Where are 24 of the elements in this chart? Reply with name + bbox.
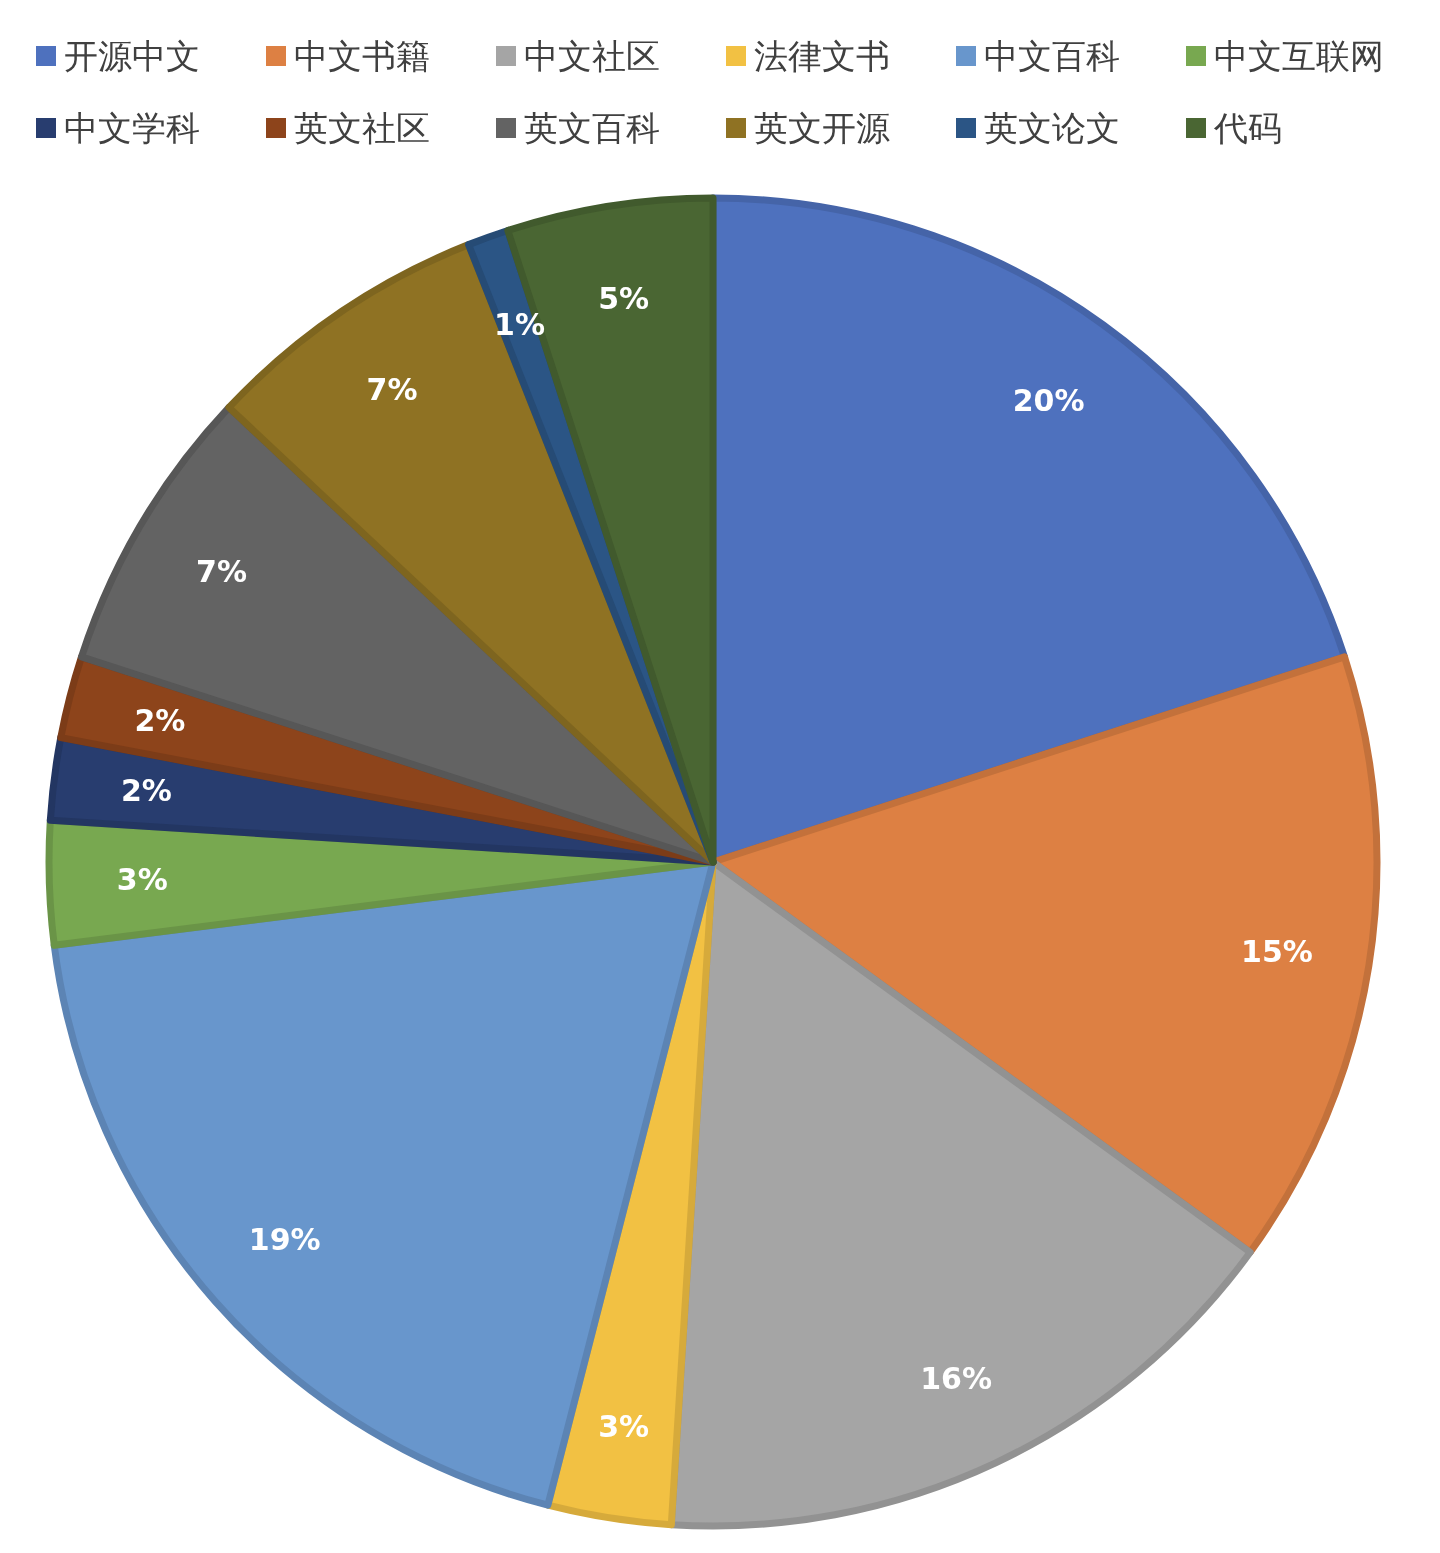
data-label: 5% xyxy=(598,280,650,316)
legend-label: 中文书籍 xyxy=(294,36,430,76)
legend-label: 中文学科 xyxy=(64,108,200,148)
data-label: 7% xyxy=(196,553,247,589)
data-label: 15% xyxy=(1241,933,1313,969)
legend-label: 英文论文 xyxy=(984,108,1120,148)
legend-label: 英文百科 xyxy=(524,108,660,148)
legend-label: 中文百科 xyxy=(984,36,1120,76)
legend-label: 中文社区 xyxy=(524,36,660,76)
legend-label: 开源中文 xyxy=(64,36,200,76)
data-label: 3% xyxy=(116,862,168,898)
data-label: 1% xyxy=(494,307,546,343)
legend-label: 英文社区 xyxy=(294,108,430,148)
data-label: 2% xyxy=(120,772,172,808)
legend-label: 法律文书 xyxy=(754,36,890,76)
data-label: 19% xyxy=(248,1222,321,1258)
data-label: 16% xyxy=(920,1361,993,1397)
data-label: 7% xyxy=(366,372,418,408)
data-label: 2% xyxy=(134,702,186,738)
legend-label: 英文开源 xyxy=(754,108,890,148)
legend-label: 中文互联网 xyxy=(1214,36,1384,76)
legend-label: 代码 xyxy=(1213,108,1282,148)
data-label: 20% xyxy=(1012,382,1085,418)
data-label: 3% xyxy=(598,1408,650,1444)
